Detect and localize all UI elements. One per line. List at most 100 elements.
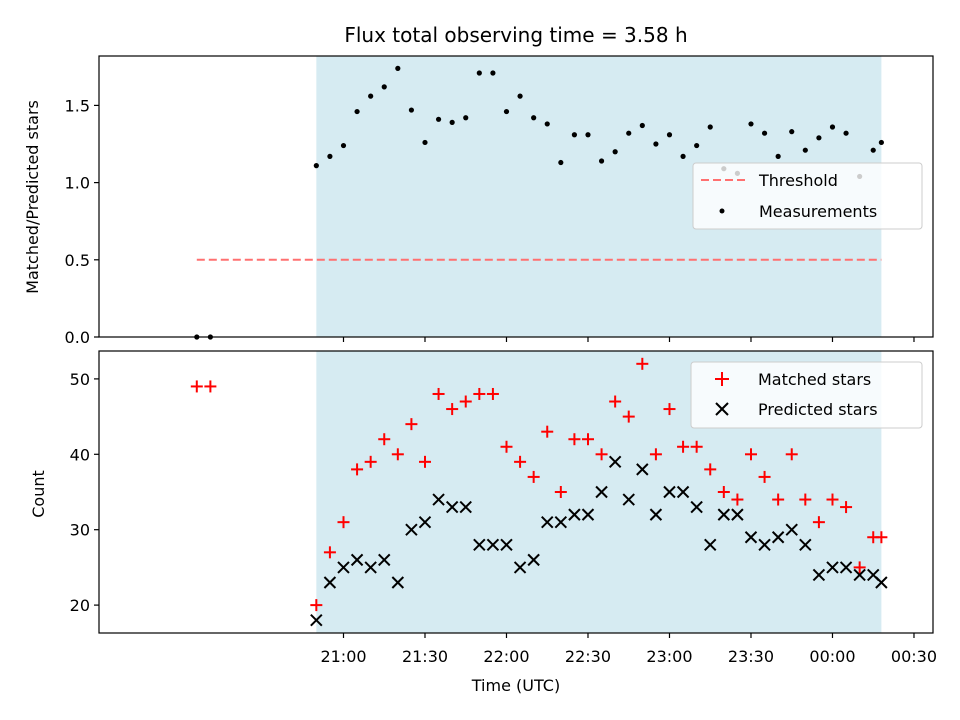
measurement-point — [666, 132, 673, 138]
x-axis-label: Time (UTC) — [471, 676, 560, 695]
y-tick-label: 40 — [70, 445, 90, 464]
matched-point — [663, 403, 676, 416]
y-tick-label: 50 — [70, 370, 90, 389]
matched-point — [459, 395, 472, 408]
count-legend: Matched stars Predicted stars — [690, 361, 923, 429]
matched-point — [446, 403, 459, 416]
y-tick-label: 0.5 — [65, 251, 90, 270]
x-tick-label: 23:30 — [728, 647, 774, 666]
matched-point — [391, 448, 404, 461]
plot-frame-0 — [98, 55, 934, 338]
matched-point — [204, 380, 217, 393]
matched-point — [717, 486, 730, 498]
measurement-point — [707, 124, 713, 130]
predicted-point — [636, 463, 649, 476]
measurement-point — [558, 159, 564, 166]
legend-measurements-marker — [719, 208, 725, 214]
matched-point — [636, 357, 649, 370]
matched-point — [378, 433, 391, 446]
measurement-point — [463, 115, 469, 121]
predicted-point — [364, 561, 377, 574]
matched-point — [527, 470, 540, 483]
predicted-point — [622, 493, 635, 506]
x-tick-label: 22:30 — [565, 647, 611, 666]
ratio-legend-box — [692, 162, 923, 230]
measurement-point — [748, 121, 754, 127]
matched-point — [554, 486, 567, 498]
matched-point — [337, 516, 350, 529]
matched-point — [500, 440, 513, 453]
ratio-legend: Threshold Measurements — [692, 162, 923, 230]
matched-point — [568, 433, 581, 446]
predicted-point — [391, 576, 405, 589]
predicted-point — [704, 538, 717, 551]
predicted-point — [690, 500, 703, 514]
measurement-point — [598, 158, 605, 164]
matched-point — [432, 387, 445, 400]
measurement-point — [517, 93, 523, 99]
matched-point — [595, 448, 608, 461]
predicted-point — [608, 455, 622, 469]
measurement-point — [327, 153, 333, 159]
matched-point — [677, 440, 690, 453]
matched-point — [190, 380, 203, 393]
x-tick-label: 22:00 — [483, 647, 529, 666]
predicted-point — [839, 561, 853, 574]
measurement-point — [435, 116, 442, 122]
matched-point — [310, 599, 323, 612]
matched-point — [772, 493, 785, 506]
measurement-point — [626, 130, 632, 136]
measurement-point — [829, 124, 836, 130]
legend-threshold-label: Threshold — [758, 171, 838, 190]
series-predicted-stars — [310, 455, 888, 627]
matched-point — [364, 455, 377, 468]
predicted-point — [812, 568, 826, 582]
matched-point — [785, 448, 798, 461]
measurement-point — [476, 70, 482, 76]
measurement-point — [789, 129, 795, 135]
predicted-point — [541, 515, 554, 529]
y-tick-label: 1.5 — [65, 96, 90, 115]
predicted-point — [513, 561, 527, 574]
series-matched-stars — [190, 357, 888, 612]
matched-point — [704, 463, 717, 476]
predicted-point — [744, 531, 758, 544]
matched-point — [875, 531, 888, 544]
predicted-point — [378, 553, 391, 567]
predicted-point — [581, 508, 595, 521]
measurement-point — [680, 153, 686, 159]
y-tick-label: 20 — [70, 596, 90, 615]
measurement-point — [775, 153, 781, 159]
matched-point — [351, 463, 364, 476]
matched-point — [812, 516, 825, 529]
legend-measurements-label: Measurements — [759, 202, 877, 221]
predicted-point — [473, 538, 486, 551]
matched-point — [473, 387, 486, 400]
legend-predicted-marker — [715, 402, 729, 416]
matched-point — [826, 493, 839, 506]
matched-point — [799, 493, 812, 506]
measurement-point — [368, 93, 374, 99]
matched-point — [405, 418, 418, 431]
predicted-point — [731, 508, 744, 521]
measurement-point — [313, 163, 319, 169]
measurement-point — [449, 119, 455, 125]
top-y-axis-label: Matched/Predicted stars — [23, 100, 42, 294]
measurement-point — [531, 115, 537, 121]
measurement-point — [340, 142, 347, 149]
measurement-point — [639, 122, 645, 129]
measurement-point — [490, 70, 496, 76]
matched-point — [731, 493, 744, 506]
matched-point — [541, 425, 554, 438]
measurement-point — [571, 132, 578, 138]
predicted-point — [771, 531, 785, 544]
matched-point — [581, 433, 594, 446]
measurement-point — [408, 107, 415, 113]
predicted-point — [663, 485, 676, 499]
predicted-point — [595, 485, 608, 499]
predicted-point — [418, 515, 432, 529]
measurement-point — [381, 84, 387, 90]
matched-point — [853, 561, 866, 574]
predicted-point — [554, 515, 568, 529]
predicted-point — [799, 538, 812, 551]
